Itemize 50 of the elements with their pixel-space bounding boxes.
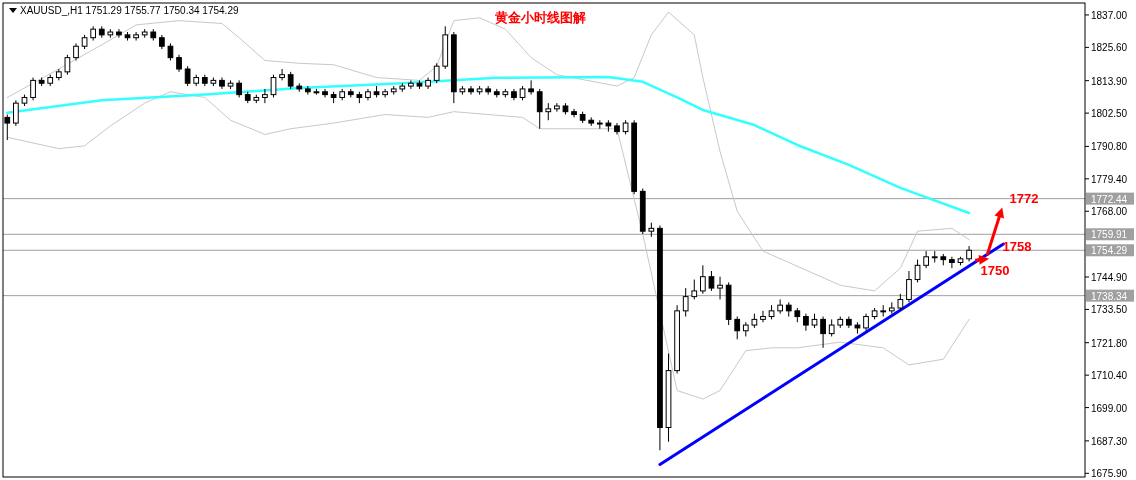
y-tick-label: 1790.80 — [1091, 141, 1128, 153]
y-tick-label: 1675.90 — [1091, 468, 1128, 480]
candlestick — [760, 310, 766, 323]
chart-subtitle: XAUUSD_,H1 1751.29 1755.77 1750.34 1754.29 — [20, 5, 239, 16]
annotation: 1750 — [980, 263, 1010, 279]
candlestick — [682, 287, 689, 318]
candlestick — [734, 316, 741, 340]
y-tick-label: 1837.00 — [1091, 9, 1128, 21]
candlestick — [536, 88, 543, 130]
candlestick — [914, 259, 921, 283]
candlestick — [949, 256, 955, 269]
ref-line-label: 1738.34 — [1091, 290, 1128, 302]
y-tick-label: 1768.00 — [1091, 206, 1128, 218]
y-tick-label: 1779.40 — [1091, 173, 1128, 185]
candlestick — [717, 276, 723, 300]
candlestick — [270, 74, 277, 98]
y-tick-label: 1687.30 — [1091, 435, 1128, 447]
y-tick-label: 1699.00 — [1091, 402, 1128, 414]
y-tick-label: 1744.90 — [1091, 271, 1128, 283]
annotation: 1758 — [1002, 239, 1032, 255]
y-tick-label: 1802.50 — [1091, 108, 1128, 120]
annotation: 1772 — [1009, 191, 1039, 207]
candlestick — [433, 62, 440, 84]
candlestick — [691, 279, 698, 300]
candlestick — [262, 88, 268, 104]
y-tick-label: 1825.60 — [1091, 42, 1128, 54]
ref-line-label: 1772.44 — [1091, 193, 1128, 205]
y-tick-label: 1733.50 — [1091, 304, 1128, 316]
y-tick-label: 1721.80 — [1091, 337, 1128, 349]
candlestick — [708, 270, 715, 292]
candlestick — [184, 65, 191, 87]
candlestick — [528, 79, 534, 96]
candlestick — [13, 99, 19, 127]
ref-line-label: 1759.91 — [1091, 229, 1128, 241]
candlestick — [468, 85, 474, 96]
candlestick — [700, 264, 706, 295]
candlestick — [554, 102, 560, 113]
candlestick — [279, 68, 285, 81]
candlestick — [966, 245, 972, 263]
candlestick — [133, 31, 139, 42]
candlestick — [408, 79, 414, 90]
text: 黄金小时线图解 — [493, 10, 586, 25]
ref-line-label: 1754.29 — [1091, 245, 1128, 257]
candlestick — [820, 316, 826, 349]
candlestick — [30, 77, 36, 101]
candlestick — [906, 270, 912, 303]
candlestick — [880, 304, 887, 318]
candlestick — [64, 54, 71, 76]
y-tick-label: 1813.90 — [1091, 75, 1128, 87]
y-tick-label: 1710.40 — [1091, 370, 1128, 382]
